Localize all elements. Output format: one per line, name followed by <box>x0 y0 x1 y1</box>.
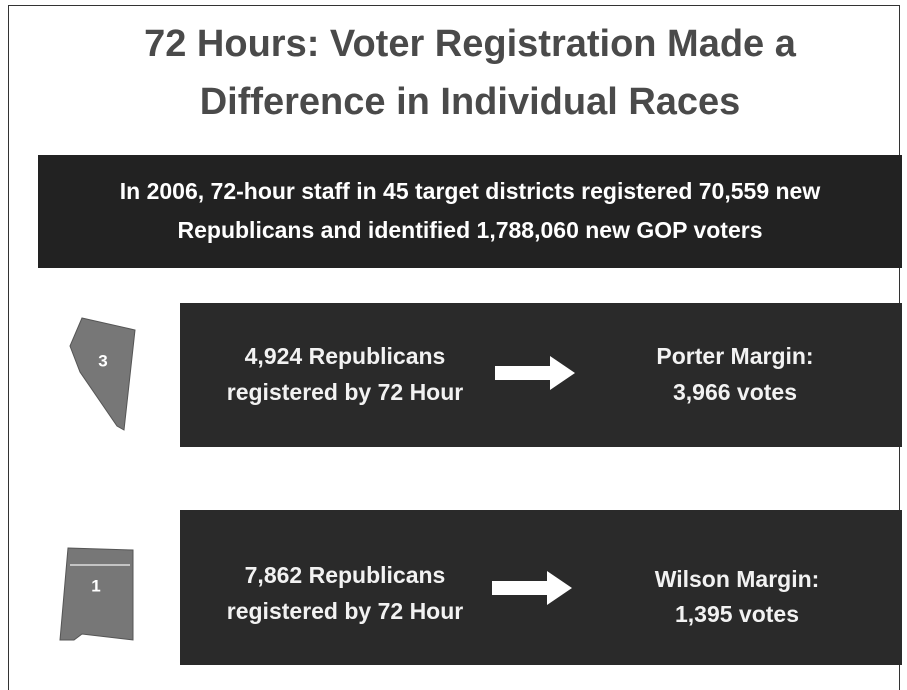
race-left: 7,862 Republicans <box>245 562 446 588</box>
district-number: 3 <box>98 351 107 370</box>
race-right: Wilson Margin: <box>655 566 820 592</box>
state-new-mexico <box>59 547 134 641</box>
banner-line: Republicans and identified 1,788,060 new… <box>178 217 763 243</box>
race-left: registered by 72 Hour <box>227 598 464 624</box>
district-number: 1 <box>91 576 100 595</box>
race-right: 3,966 votes <box>673 379 797 405</box>
title-line: Difference in Individual Races <box>200 81 741 123</box>
race-left: 4,924 Republicans <box>245 343 446 369</box>
race-right: Porter Margin: <box>656 343 813 369</box>
arrow <box>492 571 572 605</box>
banner-line: In 2006, 72-hour staff in 45 target dist… <box>120 178 821 204</box>
arrow <box>495 356 575 390</box>
state-nevada <box>69 317 136 431</box>
banner <box>38 155 902 268</box>
race-right: 1,395 votes <box>675 601 799 627</box>
race-left: registered by 72 Hour <box>227 379 464 405</box>
title-line: 72 Hours: Voter Registration Made a <box>144 23 797 65</box>
